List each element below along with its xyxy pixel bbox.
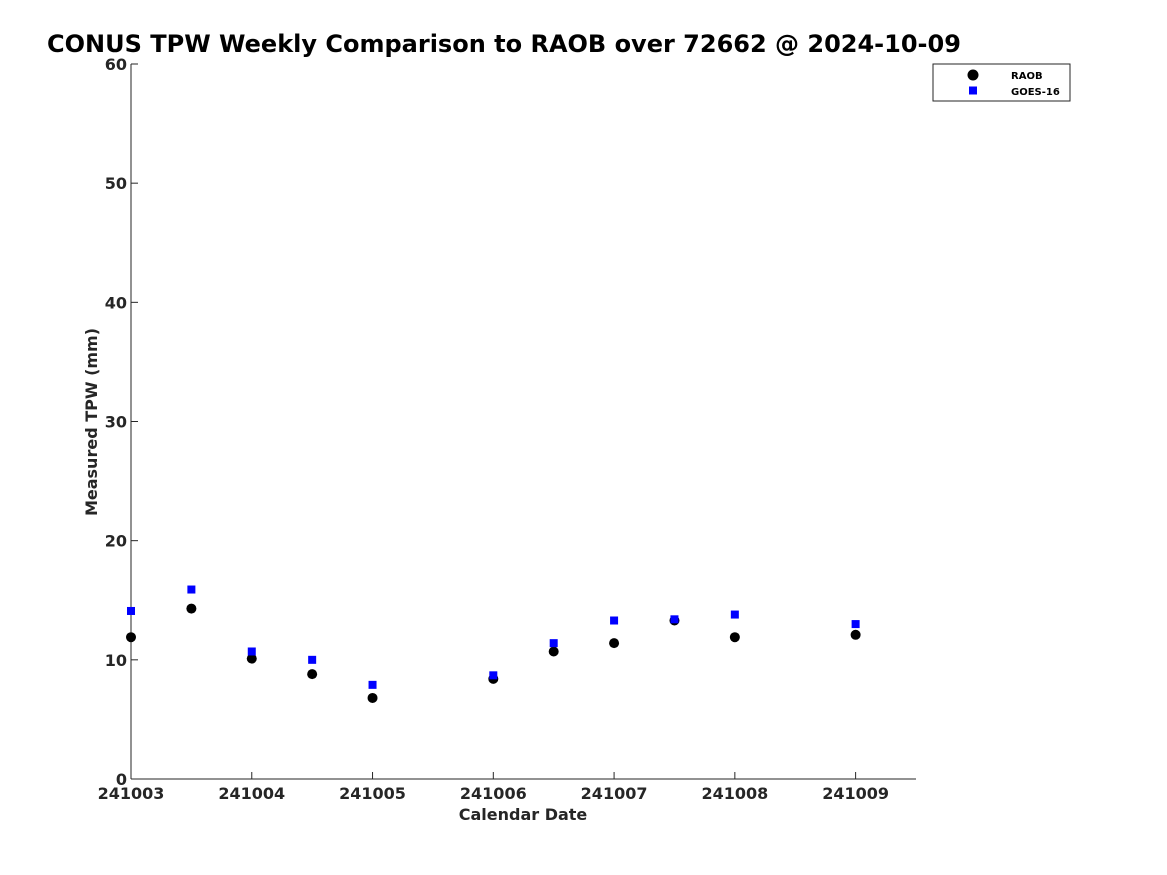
legend-box bbox=[932, 63, 1071, 102]
goes16-point bbox=[127, 606, 135, 615]
raob-point bbox=[548, 646, 559, 657]
series-goes16 bbox=[127, 585, 860, 689]
goes16-point bbox=[187, 585, 196, 594]
goes16-point bbox=[610, 616, 619, 625]
x-tick-label: 241007 bbox=[581, 784, 648, 803]
chart-title: CONUS TPW Weekly Comparison to RAOB over… bbox=[47, 30, 961, 58]
y-tick-label: 20 bbox=[105, 532, 127, 551]
goes16-point bbox=[851, 620, 860, 629]
y-axis-ticks: 0 10 20 30 40 50 60 bbox=[105, 55, 138, 789]
goes16-point bbox=[308, 655, 317, 664]
raob-point bbox=[609, 638, 620, 649]
goes16-point bbox=[730, 610, 739, 619]
legend-goes16-label: GOES-16 bbox=[1011, 87, 1060, 98]
raob-point bbox=[186, 603, 197, 614]
raob-point bbox=[307, 669, 318, 680]
y-axis-label: Measured TPW (mm) bbox=[82, 328, 101, 516]
y-tick-label: 50 bbox=[105, 174, 127, 193]
legend-raob-label: RAOB bbox=[1011, 71, 1043, 82]
goes16-point bbox=[670, 615, 679, 624]
goes16-point bbox=[549, 639, 558, 648]
y-tick-label: 10 bbox=[105, 651, 127, 670]
x-tick-label: 241004 bbox=[218, 784, 285, 803]
raob-point bbox=[850, 629, 861, 640]
legend-raob-marker bbox=[967, 69, 979, 81]
x-tick-label: 241009 bbox=[822, 784, 889, 803]
x-tick-label: 241005 bbox=[339, 784, 406, 803]
legend-goes16-marker bbox=[969, 86, 977, 95]
raob-point bbox=[246, 653, 257, 664]
x-tick-label: 241008 bbox=[701, 784, 768, 803]
raob-point bbox=[729, 632, 740, 643]
x-axis-label: Calendar Date bbox=[459, 805, 588, 824]
raob-point bbox=[367, 692, 378, 703]
y-tick-label: 0 bbox=[116, 770, 127, 789]
goes16-point bbox=[247, 647, 256, 656]
x-axis-ticks: 241003 241004 241005 241006 241007 241008 2410… bbox=[98, 772, 889, 803]
x-tick-label: 241006 bbox=[460, 784, 527, 803]
raob-point bbox=[126, 632, 136, 643]
y-tick-label: 30 bbox=[105, 413, 127, 432]
goes16-point bbox=[368, 680, 377, 689]
y-tick-label: 40 bbox=[105, 293, 127, 312]
y-tick-label: 60 bbox=[105, 55, 127, 74]
legend: RAOB GOES-16 bbox=[932, 63, 1071, 102]
x-tick-label: 241003 bbox=[98, 784, 165, 803]
goes16-point bbox=[489, 671, 498, 680]
series-layer bbox=[126, 585, 861, 703]
